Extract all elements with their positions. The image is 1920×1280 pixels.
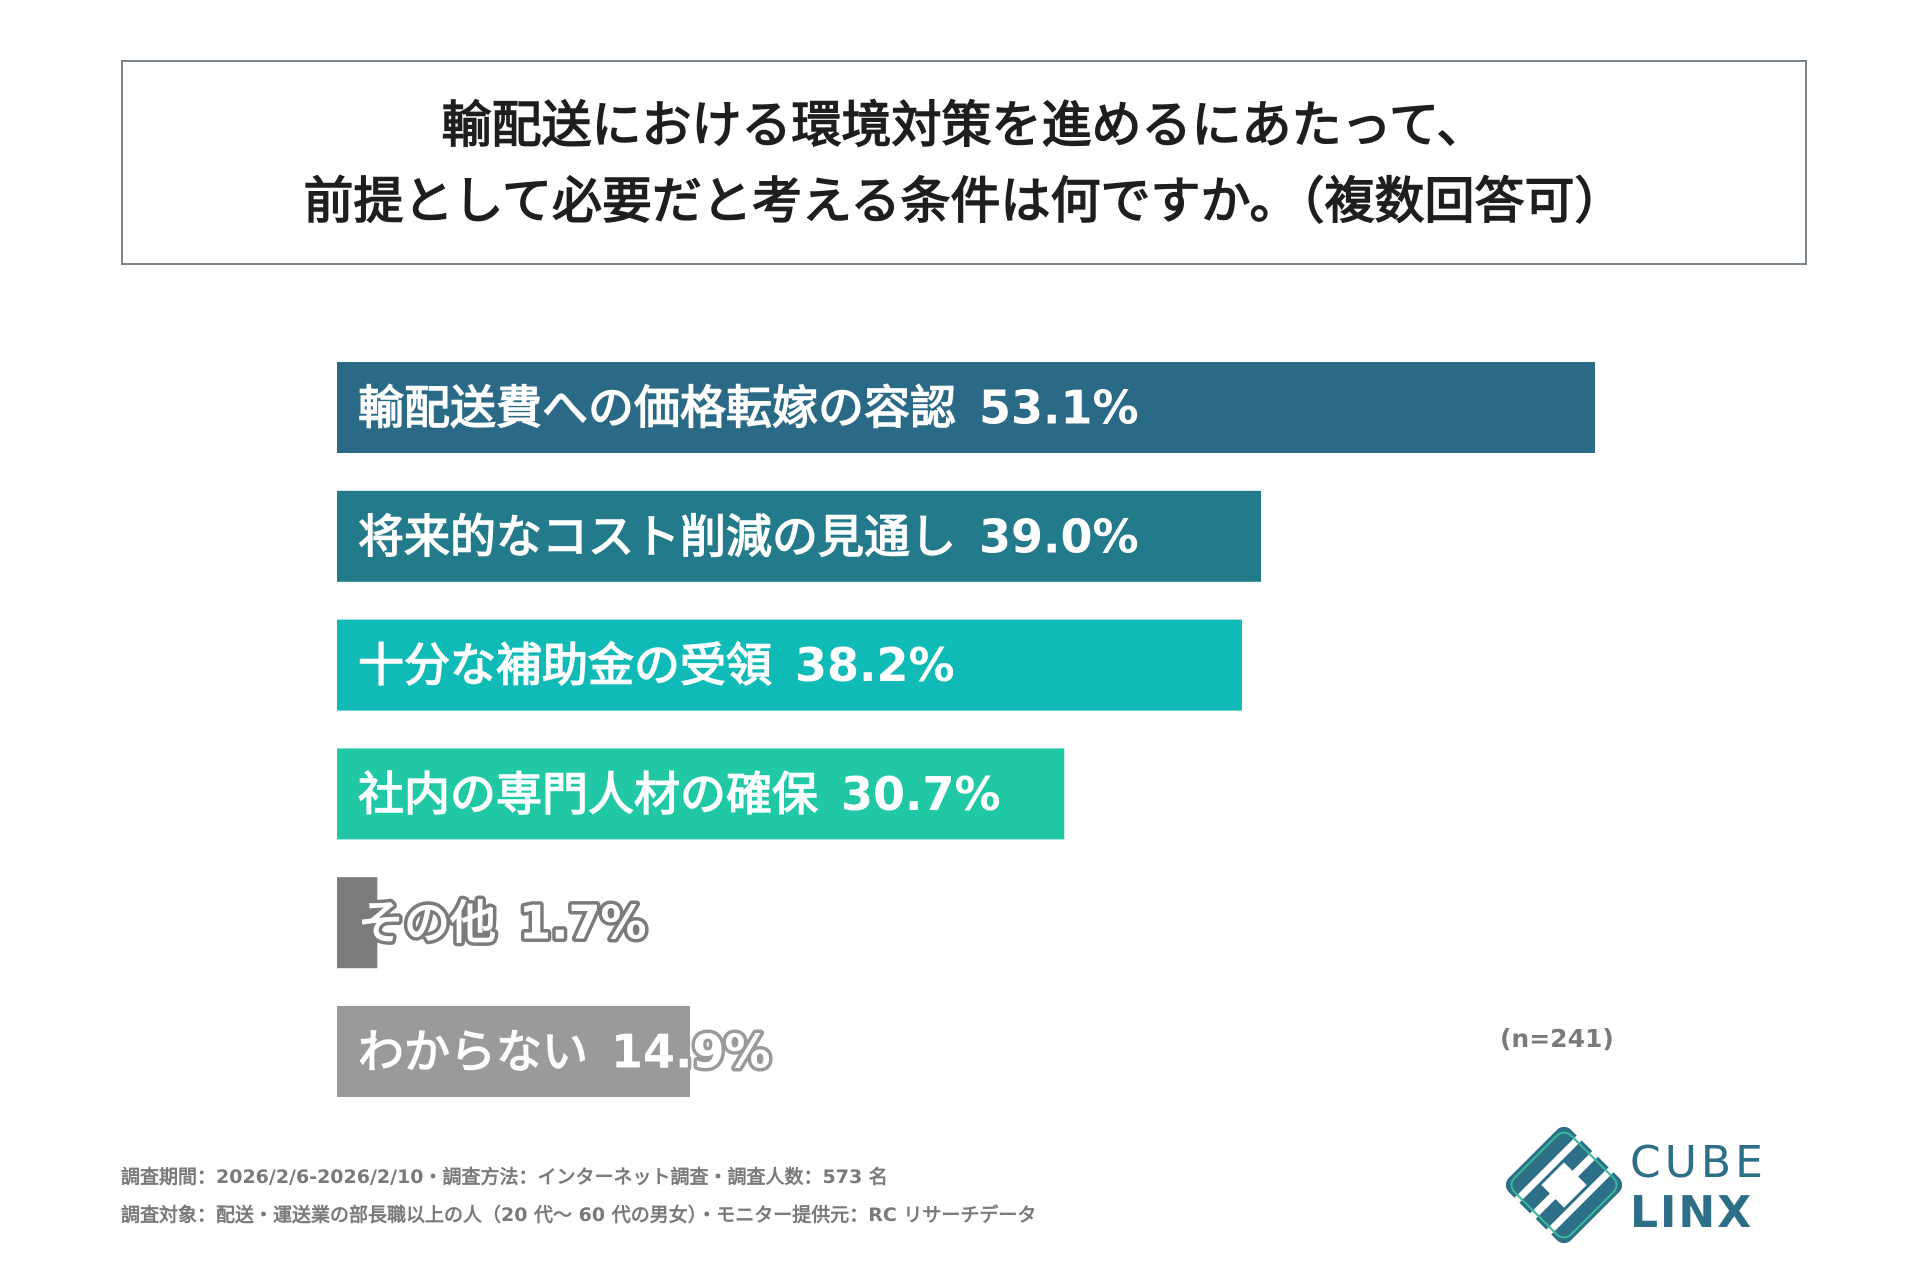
bar-6 <box>337 1006 690 1097</box>
survey-target-note: 調査対象：配送・運送業の部長職以上の人（20 代～ 60 代の男女）・モニター提… <box>121 1204 1037 1226</box>
logo-mark-icon <box>1504 1125 1624 1245</box>
bar-label-6: わからない 14.9% <box>358 1025 771 1079</box>
bar-label-5: その他 1.7% <box>358 896 647 950</box>
logo-wordmark: CUBE LINX <box>1630 1139 1767 1239</box>
bar-label-2: 将来的なコスト削減の見通し 39.0% <box>358 509 1139 563</box>
cube-linx-logo: CUBE LINX <box>1504 1125 1814 1245</box>
survey-period-note: 調査期間：2026/2/6-2026/2/10・調査方法：インターネット調査・調… <box>121 1166 888 1188</box>
bar-3 <box>337 619 1242 711</box>
survey-footnotes: 調査期間：2026/2/6-2026/2/10・調査方法：インターネット調査・調… <box>121 1158 1036 1234</box>
bar-5 <box>337 877 378 969</box>
bar-label-1: 輸配送費への価格転嫁の容認 53.1% <box>358 381 1139 435</box>
bar-4 <box>337 748 1065 840</box>
title-line-1: 輸配送における環境対策を進めるにあたって、 <box>441 95 1487 154</box>
title-line-2: 前提として必要だと考える条件は何ですか。（複数回答可） <box>303 171 1625 230</box>
logo-text-cube: CUBE <box>1630 1137 1767 1188</box>
bar-1 <box>337 362 1595 453</box>
logo-text-linx: LINX <box>1630 1187 1754 1238</box>
bar-label-3: 十分な補助金の受領 38.2% <box>358 638 955 692</box>
bar-2 <box>337 490 1261 582</box>
bar-label-4: 社内の専門人材の確保 30.7% <box>358 767 1001 821</box>
sample-size-note: (n=241) <box>1500 1024 1614 1053</box>
title-box: 輸配送における環境対策を進めるにあたって、 前提として必要だと考える条件は何です… <box>121 60 1807 265</box>
